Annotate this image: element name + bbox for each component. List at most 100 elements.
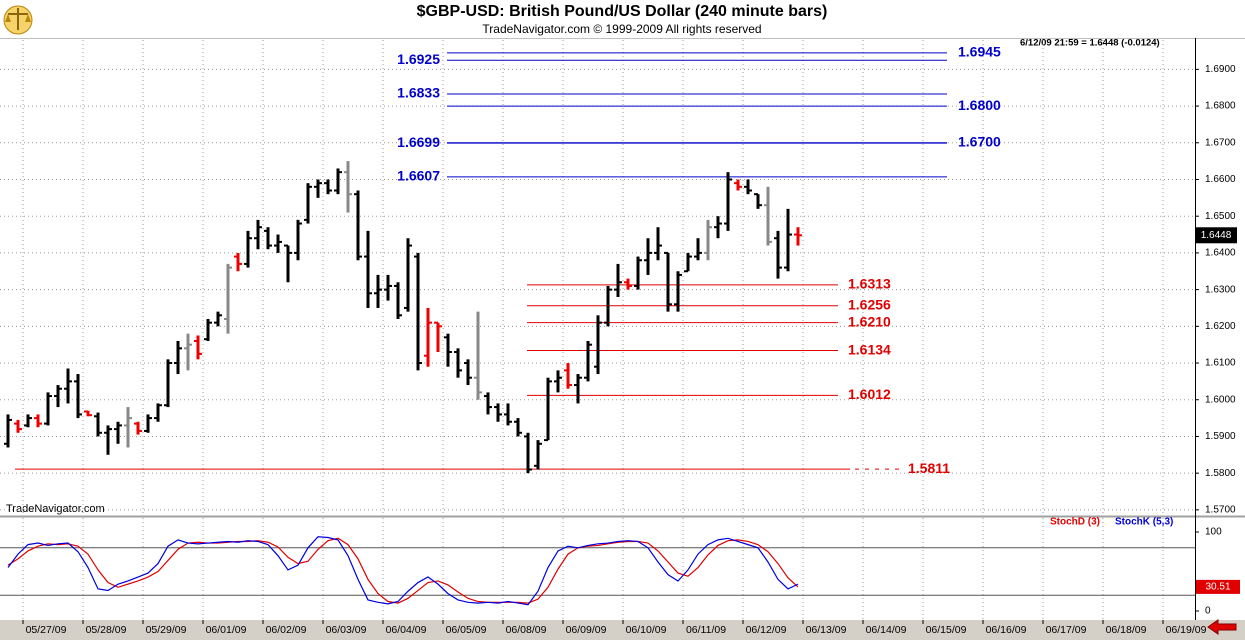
price-bar bbox=[684, 252, 692, 273]
price-bar bbox=[514, 418, 522, 437]
price-bar bbox=[564, 363, 572, 389]
y-tick-label: 1.6000 bbox=[1205, 394, 1236, 405]
last-value-label: 30.51 bbox=[1205, 582, 1230, 593]
price-bar bbox=[184, 333, 192, 371]
y-tick-label: 0 bbox=[1205, 606, 1211, 617]
price-bar bbox=[134, 421, 142, 435]
y-tick-label: 1.6900 bbox=[1205, 64, 1236, 75]
price-bar bbox=[84, 410, 92, 417]
resistance-label: 1.6945 bbox=[958, 44, 1001, 60]
x-tick-label: 06/01/09 bbox=[206, 624, 247, 636]
y-tick-label: 1.6200 bbox=[1205, 321, 1236, 332]
price-bar bbox=[454, 348, 462, 378]
price-bar bbox=[324, 179, 332, 195]
x-tick-label: 05/28/09 bbox=[86, 624, 127, 636]
price-bar bbox=[14, 419, 22, 433]
resistance-label: 1.6607 bbox=[397, 168, 440, 184]
stoch-line bbox=[7, 536, 799, 606]
x-tick-label: 06/13/09 bbox=[806, 624, 847, 636]
x-tick-label: 06/18/09 bbox=[1106, 624, 1147, 636]
date-axis-strip bbox=[0, 620, 1245, 640]
price-bar bbox=[224, 263, 232, 334]
x-tick-label: 06/12/09 bbox=[746, 624, 787, 636]
price-bar bbox=[394, 282, 402, 319]
price-bar bbox=[434, 321, 442, 353]
y-tick-label: 1.6500 bbox=[1205, 211, 1236, 222]
price-bar bbox=[24, 414, 32, 428]
last-price-label: 1.6448 bbox=[1201, 230, 1232, 241]
price-bar bbox=[414, 252, 422, 371]
support-label: 1.6012 bbox=[848, 386, 891, 402]
scroll-arrow[interactable] bbox=[1207, 619, 1237, 635]
x-tick-label: 06/15/09 bbox=[926, 624, 967, 636]
x-tick-label: 06/11/09 bbox=[686, 624, 726, 636]
price-bar bbox=[174, 341, 182, 375]
stoch-line bbox=[7, 537, 799, 604]
resistance-label: 1.6700 bbox=[958, 133, 1001, 149]
price-bar bbox=[554, 370, 562, 393]
price-bar bbox=[504, 403, 512, 426]
price-bar bbox=[294, 219, 302, 261]
price-bar bbox=[494, 403, 502, 422]
price-bar bbox=[124, 407, 132, 448]
price-bar bbox=[754, 193, 762, 209]
price-bar bbox=[674, 271, 682, 312]
price-bar bbox=[164, 359, 172, 408]
y-tick-label: 1.6400 bbox=[1205, 248, 1236, 259]
price-bar bbox=[424, 307, 432, 367]
price-bar bbox=[724, 172, 732, 231]
support-label: 1.6134 bbox=[848, 341, 891, 357]
price-bar bbox=[474, 311, 482, 400]
price-bar bbox=[794, 227, 802, 246]
price-bar bbox=[154, 403, 162, 422]
x-tick-label: 06/17/09 bbox=[1046, 624, 1087, 636]
price-bar bbox=[304, 183, 312, 224]
last-price-info: 6/12/09 21:59 = 1.6448 (-0.0124) bbox=[1020, 38, 1160, 49]
price-bar bbox=[364, 230, 372, 308]
x-tick-label: 06/14/09 bbox=[866, 624, 907, 636]
y-tick-label: 1.5700 bbox=[1205, 505, 1236, 516]
price-bar bbox=[604, 285, 612, 327]
support-label: 1.5811 bbox=[908, 460, 950, 476]
price-bar bbox=[384, 274, 392, 301]
support-label: 1.6313 bbox=[848, 276, 891, 292]
price-bar bbox=[104, 425, 112, 455]
price-bar bbox=[534, 440, 542, 470]
last-price-box bbox=[1196, 227, 1237, 244]
x-tick-label: 05/29/09 bbox=[146, 624, 187, 636]
y-tick-label: 100 bbox=[1205, 527, 1222, 538]
price-bar bbox=[714, 216, 722, 239]
price-bar bbox=[264, 227, 272, 250]
price-bar bbox=[584, 341, 592, 382]
chart-title: $GBP-USD: British Pound/US Dollar (240 m… bbox=[417, 3, 828, 20]
price-bar bbox=[344, 161, 352, 213]
price-bar bbox=[234, 252, 242, 272]
x-tick-label: 06/02/09 bbox=[266, 624, 307, 636]
price-bar bbox=[594, 315, 602, 375]
chart-subtitle: TradeNavigator.com © 1999-2009 All right… bbox=[482, 22, 761, 36]
watermark: TradeNavigator.com bbox=[6, 503, 105, 515]
price-bar bbox=[54, 385, 62, 408]
legend-entry: StochD (3) bbox=[1050, 517, 1100, 528]
price-bar bbox=[44, 392, 52, 426]
price-bar bbox=[644, 238, 652, 275]
y-tick-label: 1.6800 bbox=[1205, 101, 1236, 112]
x-tick-label: 06/09/09 bbox=[566, 624, 607, 636]
x-tick-label: 06/05/09 bbox=[446, 624, 487, 636]
y-tick-label: 1.6100 bbox=[1205, 358, 1236, 369]
x-tick-label: 06/19/09 bbox=[1166, 624, 1207, 636]
price-bar bbox=[354, 190, 362, 261]
support-label: 1.6210 bbox=[848, 313, 891, 329]
price-bar bbox=[284, 244, 292, 283]
price-bar bbox=[784, 208, 792, 272]
price-bar bbox=[744, 179, 752, 195]
price-bar bbox=[204, 318, 212, 342]
price-bar bbox=[404, 238, 412, 312]
price-bar bbox=[444, 333, 452, 367]
price-bar bbox=[734, 179, 742, 191]
logo-icon bbox=[3, 5, 33, 35]
y-tick-label: 1.6300 bbox=[1205, 284, 1236, 295]
price-bar bbox=[694, 238, 702, 261]
resistance-label: 1.6699 bbox=[397, 134, 440, 150]
